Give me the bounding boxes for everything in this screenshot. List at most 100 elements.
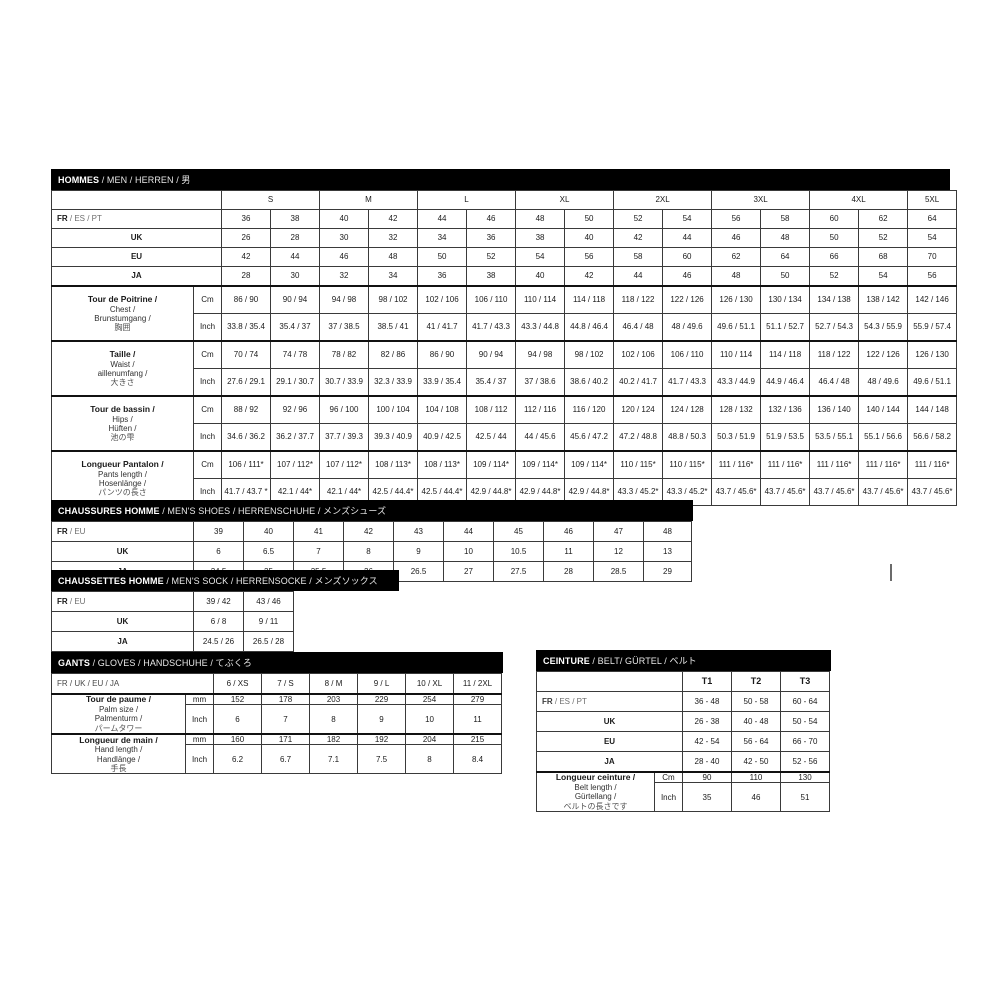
data-cell: 36 - 48 (682, 691, 732, 712)
data-cell: 32.3 / 33.9 (367, 368, 419, 397)
data-cell: 94 / 98 (319, 285, 369, 314)
data-cell: 138 / 142 (858, 285, 909, 314)
data-cell: 50 (760, 266, 811, 287)
data-cell: 7 (261, 704, 311, 735)
data-cell: 32 (319, 266, 369, 287)
data-cell: 7.5 (357, 744, 407, 775)
data-cell: 111 / 116* (809, 450, 860, 479)
row-label: JA (536, 751, 683, 773)
data-cell: 54.3 / 55.9 (858, 313, 909, 342)
data-cell: 44 / 45.6 (515, 423, 566, 452)
data-cell: 204 (405, 733, 455, 746)
shoes-table-title: CHAUSSURES HOMME / MEN'S SHOES / HERRENS… (51, 500, 693, 521)
data-cell: 42 (221, 247, 271, 267)
data-cell: 86 / 90 (417, 340, 468, 369)
data-cell: 44.9 / 46.4 (760, 368, 811, 397)
data-cell: 27 (443, 561, 494, 582)
men-table-block: HOMMES / MEN / HERREN / 男 S M L XL 2XL 3XL 4XL… (51, 169, 958, 506)
row-label-primary: JA (117, 636, 128, 646)
data-cell: 109 / 114* (515, 450, 566, 479)
unit-label: Cm (193, 340, 222, 369)
data-cell: 120 / 124 (613, 395, 664, 424)
conversion-row: FR / EU 39 40 41 42 43 44 45 46 47 48 (51, 521, 692, 542)
data-cell: T3 (780, 671, 830, 692)
data-cell: 44 (662, 228, 713, 248)
data-cell: 110 / 115* (662, 450, 713, 479)
data-cell: 112 / 116 (515, 395, 566, 424)
data-cell: 56 - 64 (731, 731, 781, 752)
data-cell: 27.5 (493, 561, 544, 582)
data-cell: 37 / 38.5 (319, 313, 369, 342)
data-cell: 43.3 / 44.8 (515, 313, 566, 342)
data-cell: 54 (907, 228, 958, 248)
conversion-row: JA 28 30 32 34 36 38 40 42 44 46 48 50 52 54 56 (51, 266, 958, 287)
data-cell: 35 (682, 782, 732, 813)
belt-title-rest: / BELT/ GÜRTEL / ベルト (589, 656, 697, 666)
measurement-label: Tour de bassin / Hips / Hüften / 池の雫 (51, 395, 194, 452)
measurement-label: Longueur Pantalon / Pants length / Hosenlä… (51, 450, 194, 506)
data-cell: 28 (221, 266, 271, 287)
data-cell: 34.6 / 36.2 (221, 423, 271, 452)
data-cell: 51.9 / 53.5 (760, 423, 811, 452)
size-group-header: 2XL (613, 190, 713, 210)
data-cell: 136 / 140 (809, 395, 860, 424)
conversion-row: FR / EU 39 / 42 43 / 46 (51, 591, 294, 612)
data-cell: 48 (515, 209, 566, 229)
unit-label: Inch (193, 368, 222, 397)
belt-table-block: CEINTURE / BELT/ GÜRTEL / ベルト T1 T2 T3 FR /… (536, 650, 831, 813)
data-cell: 40.2 / 41.7 (613, 368, 664, 397)
shoes-title-rest: / MEN'S SHOES / HERRENSCHUHE / メンズシューズ (159, 506, 387, 516)
data-cell: 48 (760, 228, 811, 248)
data-cell: 37.7 / 39.3 (319, 423, 369, 452)
measurement-row-inch: Inch 35 46 51 (537, 782, 830, 813)
data-cell: 54 (515, 247, 566, 267)
row-label-primary: JA (604, 756, 615, 766)
data-cell: 7.1 (309, 744, 359, 775)
measurement-label: Taille / Waist / aillenumfang / 大きさ (51, 340, 194, 397)
data-cell: 42 (367, 209, 419, 229)
data-cell: 48.8 / 50.3 (662, 423, 713, 452)
data-cell: 39.3 / 40.9 (367, 423, 419, 452)
data-cell: 192 (357, 733, 407, 746)
data-cell: 41.7 / 43.3 (662, 368, 713, 397)
data-cell: 10 / XL (405, 673, 455, 695)
gloves-title-rest: / GLOVES / HANDSCHUHE / てぶくろ (90, 658, 252, 668)
row-label-primary: UK (130, 233, 143, 243)
conversion-row: EU 42 44 46 48 50 52 54 56 58 60 62 64 66 68 70 (51, 247, 958, 267)
data-cell: 46 (731, 782, 781, 813)
data-cell: 90 (682, 771, 732, 784)
unit-label: Cm (193, 450, 222, 479)
data-cell: 36 (417, 266, 468, 287)
row-label-primary: FR (57, 526, 68, 536)
data-cell: 82 / 86 (367, 340, 419, 369)
data-cell: 37 / 38.6 (515, 368, 566, 397)
conversion-row: FR / ES / PT 36 38 40 42 44 46 48 50 52 54 56 58 60 62… (51, 209, 958, 229)
data-cell: 40 (564, 228, 615, 248)
data-cell: 134 / 138 (809, 285, 860, 314)
data-cell: 66 - 70 (780, 731, 830, 752)
data-cell: 70 (907, 247, 958, 267)
data-cell: T2 (731, 671, 781, 692)
data-cell: 6 / 8 (193, 611, 244, 632)
measurement-row-mm: Longueur de main / Hand length / Handlänge… (51, 733, 503, 775)
data-cell: 11 (453, 704, 503, 735)
data-cell: 35.4 / 37 (466, 368, 517, 397)
measurement-row-mm: Tour de paume / Palm size / Palmenturm / パー… (51, 692, 503, 735)
size-group-header: 5XL (907, 190, 958, 210)
data-cell: 30 (270, 266, 320, 287)
data-cell: 116 / 120 (564, 395, 615, 424)
data-cell: 6.7 (261, 744, 311, 775)
socks-title-rest: / MEN'S SOCK / HERRENSOCKE / メンズソックス (163, 576, 378, 586)
size-group-header: XL (515, 190, 615, 210)
data-cell: 111 / 116* (760, 450, 811, 479)
data-cell: 38.6 / 40.2 (564, 368, 615, 397)
data-cell: 171 (261, 733, 311, 746)
measurement-row-inch: Inch 27.6 / 29.1 29.1 / 30.7 30.7 / 33.9 32.… (52, 368, 958, 397)
data-cell: 29.1 / 30.7 (270, 368, 320, 397)
data-cell: 52 (858, 228, 909, 248)
data-cell: 9 / 11 (243, 611, 294, 632)
data-cell: 40.9 / 42.5 (417, 423, 468, 452)
data-cell: 52 - 56 (780, 751, 830, 773)
data-cell: 52 (613, 209, 664, 229)
